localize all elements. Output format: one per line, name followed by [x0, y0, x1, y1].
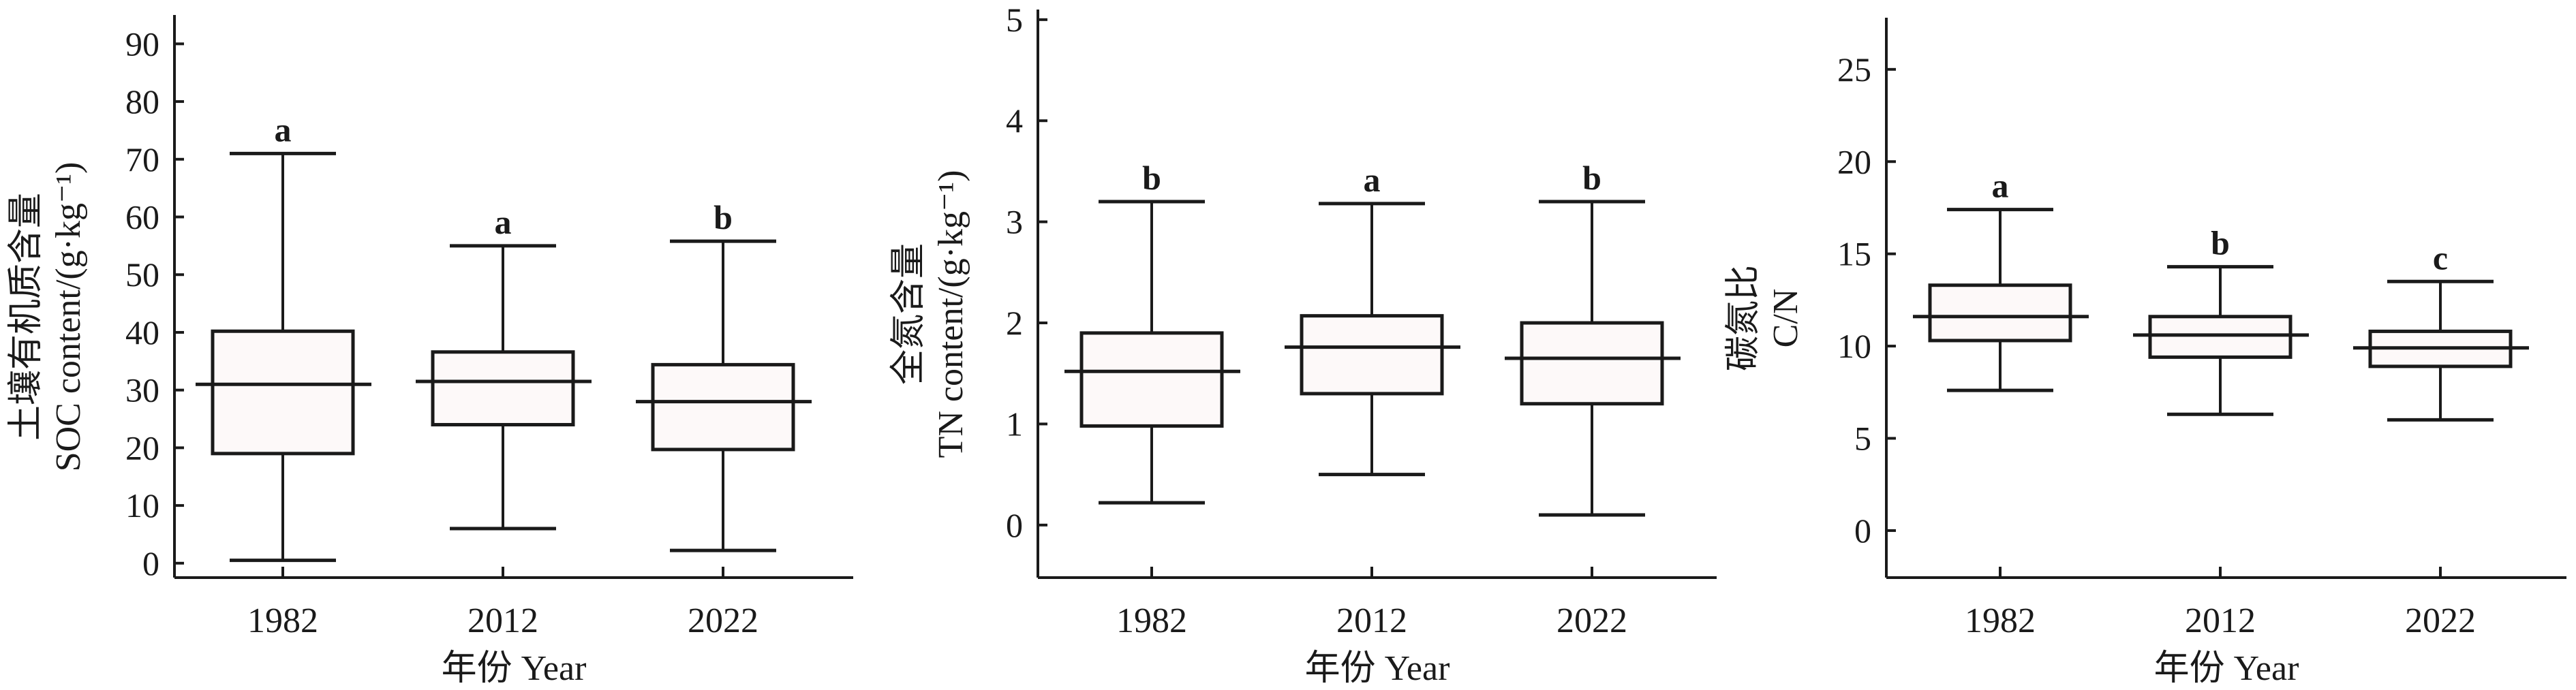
box-1982: b [1064, 159, 1240, 505]
x-tick-label: 2022 [688, 601, 758, 640]
y-tick-label: 5 [1006, 1, 1023, 39]
y-tick-label: 3 [1006, 203, 1023, 241]
y-tick-label: 0 [142, 544, 159, 582]
box-2022: c [2353, 238, 2529, 422]
significance-letter: b [2211, 224, 2230, 262]
iqr-box [1300, 314, 1444, 396]
iqr-box [1079, 331, 1224, 428]
iqr-box [431, 350, 575, 426]
y-tick-label: 1 [1006, 405, 1023, 443]
significance-letter: b [1582, 159, 1601, 197]
y-axis-label: 全氮含量 TN content/(g·kg⁻¹) [889, 170, 970, 458]
significance-letter: a [1364, 161, 1381, 199]
x-tick-label: 1982 [1116, 601, 1187, 640]
significance-letter: b [1142, 159, 1161, 197]
y-axis-label-cn: 全氮含量 [889, 243, 928, 385]
significance-letter: c [2433, 238, 2448, 277]
y-tick-label: 20 [125, 428, 159, 467]
x-tick-label: 2012 [467, 601, 538, 640]
y-tick-label: 10 [125, 486, 159, 524]
x-axis-label: 年份 Year [442, 649, 587, 688]
y-axis-label-cn: 土壤有机质含量 [7, 193, 46, 441]
iqr-box [1520, 321, 1664, 406]
y-tick-label: 15 [1837, 235, 1871, 273]
x-tick-label: 1982 [1965, 601, 2036, 640]
x-axis-label: 年份 Year [1305, 649, 1450, 688]
x-tick-label: 2012 [1336, 601, 1407, 640]
y-axis-label: 土壤有机质含量 SOC content/(g·kg⁻¹) [7, 162, 88, 472]
y-axis-label-en: C/N [1766, 289, 1805, 348]
y-axis-label: 碳氮比 C/N [1724, 265, 1805, 371]
y-axis-label-en: SOC content/(g·kg⁻¹) [49, 162, 88, 472]
y-axis-label-en: TN content/(g·kg⁻¹) [932, 170, 970, 458]
iqr-box [2148, 315, 2293, 359]
iqr-box [1928, 283, 2072, 343]
y-tick-label: 30 [125, 371, 159, 409]
box-2022: b [636, 198, 812, 552]
y-tick-label: 80 [125, 82, 159, 121]
significance-letter: a [1992, 167, 2009, 205]
y-tick-label: 5 [1854, 420, 1871, 458]
x-tick-label: 1982 [247, 601, 318, 640]
y-tick-label: 2 [1006, 304, 1023, 342]
chart-panel-1: 0 10 20 30 40 50 60 70 80 90 1982 a 2012 a 2022 b 年份 Yea… [7, 15, 853, 688]
box-2012: a [416, 203, 592, 531]
box-1982: a [1913, 167, 2089, 392]
y-axis-label-cn: 碳氮比 [1724, 265, 1763, 371]
box-2012: b [2133, 224, 2309, 416]
y-tick-label: 20 [1837, 142, 1871, 181]
y-tick-label: 10 [1837, 327, 1871, 365]
y-tick-label: 70 [125, 140, 159, 178]
chart-panel-2: 0 1 2 3 4 5 1982 b 2012 a 2022 b 年份 Year 全氮含量 TN conte… [889, 1, 1717, 688]
box-2012: a [1285, 161, 1460, 477]
significance-letter: a [495, 203, 512, 241]
y-tick-label: 60 [125, 198, 159, 236]
box-2022: b [1505, 159, 1681, 517]
y-tick-label: 50 [125, 255, 159, 294]
significance-letter: a [275, 110, 292, 148]
iqr-box [651, 362, 795, 452]
box-1982: a [196, 110, 371, 563]
x-tick-label: 2022 [1557, 601, 1627, 640]
x-tick-label: 2022 [2405, 601, 2476, 640]
y-tick-label: 90 [125, 25, 159, 63]
x-tick-label: 2012 [2185, 601, 2256, 640]
y-tick-label: 4 [1006, 101, 1023, 140]
y-tick-label: 25 [1837, 50, 1871, 89]
iqr-box [211, 329, 355, 456]
x-axis-label: 年份 Year [2154, 649, 2299, 688]
y-tick-label: 40 [125, 313, 159, 351]
y-tick-label: 0 [1006, 506, 1023, 544]
y-tick-label: 0 [1854, 512, 1871, 550]
chart-panel-3: 0 5 10 15 20 25 1982 a 2012 b 2022 c 年份 Year 碳氮比 C/N [1724, 18, 2566, 688]
significance-letter: b [714, 198, 733, 236]
